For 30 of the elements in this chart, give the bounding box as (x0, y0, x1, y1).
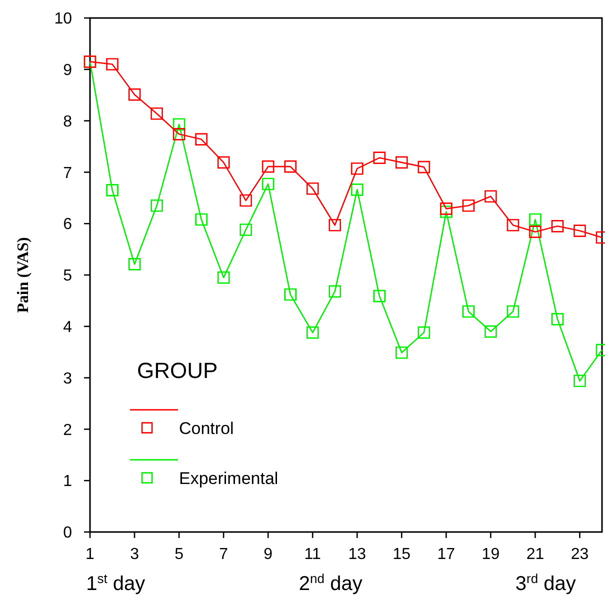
y-tick-label: 8 (63, 113, 72, 130)
x-tick-label: 5 (174, 546, 184, 563)
text: 1$^{st}$ day (86, 570, 146, 595)
x-tick-label: 17 (437, 546, 456, 563)
legend-title: GROUP (137, 358, 218, 383)
y-tick-label: 5 (63, 268, 72, 285)
x-tick-label: 19 (482, 546, 500, 563)
x-tick-label: 11 (304, 546, 322, 563)
text: 2$^{nd}$ day (298, 570, 362, 595)
y-tick-label: 4 (63, 319, 72, 336)
y-tick-label: 6 (63, 216, 72, 234)
y-tick-label: 0 (63, 524, 72, 542)
y-tick-label: 10 (54, 10, 72, 28)
x-tick-label: 9 (264, 546, 273, 563)
y-tick-label: 2 (63, 422, 72, 439)
x-tick-label: 23 (570, 546, 589, 563)
x-tick-label: 3 (130, 546, 140, 563)
legend-label: Control (179, 418, 234, 438)
x-tick-label: 15 (392, 546, 411, 563)
y-tick-label: 1 (63, 473, 72, 490)
y-tick-label: 7 (63, 164, 72, 182)
y-tick-label: 9 (63, 62, 72, 79)
text: 3$^{rd}$ day (515, 570, 576, 595)
x-tick-label: 1 (86, 546, 95, 563)
legend-label: Experimental (179, 468, 278, 488)
y-axis-title: Pain (VAS) (15, 237, 32, 313)
x-tick-label: 21 (526, 546, 544, 563)
x-tick-label: 7 (219, 546, 228, 563)
y-tick-label: 3 (63, 370, 72, 388)
x-tick-label: 13 (348, 546, 366, 563)
